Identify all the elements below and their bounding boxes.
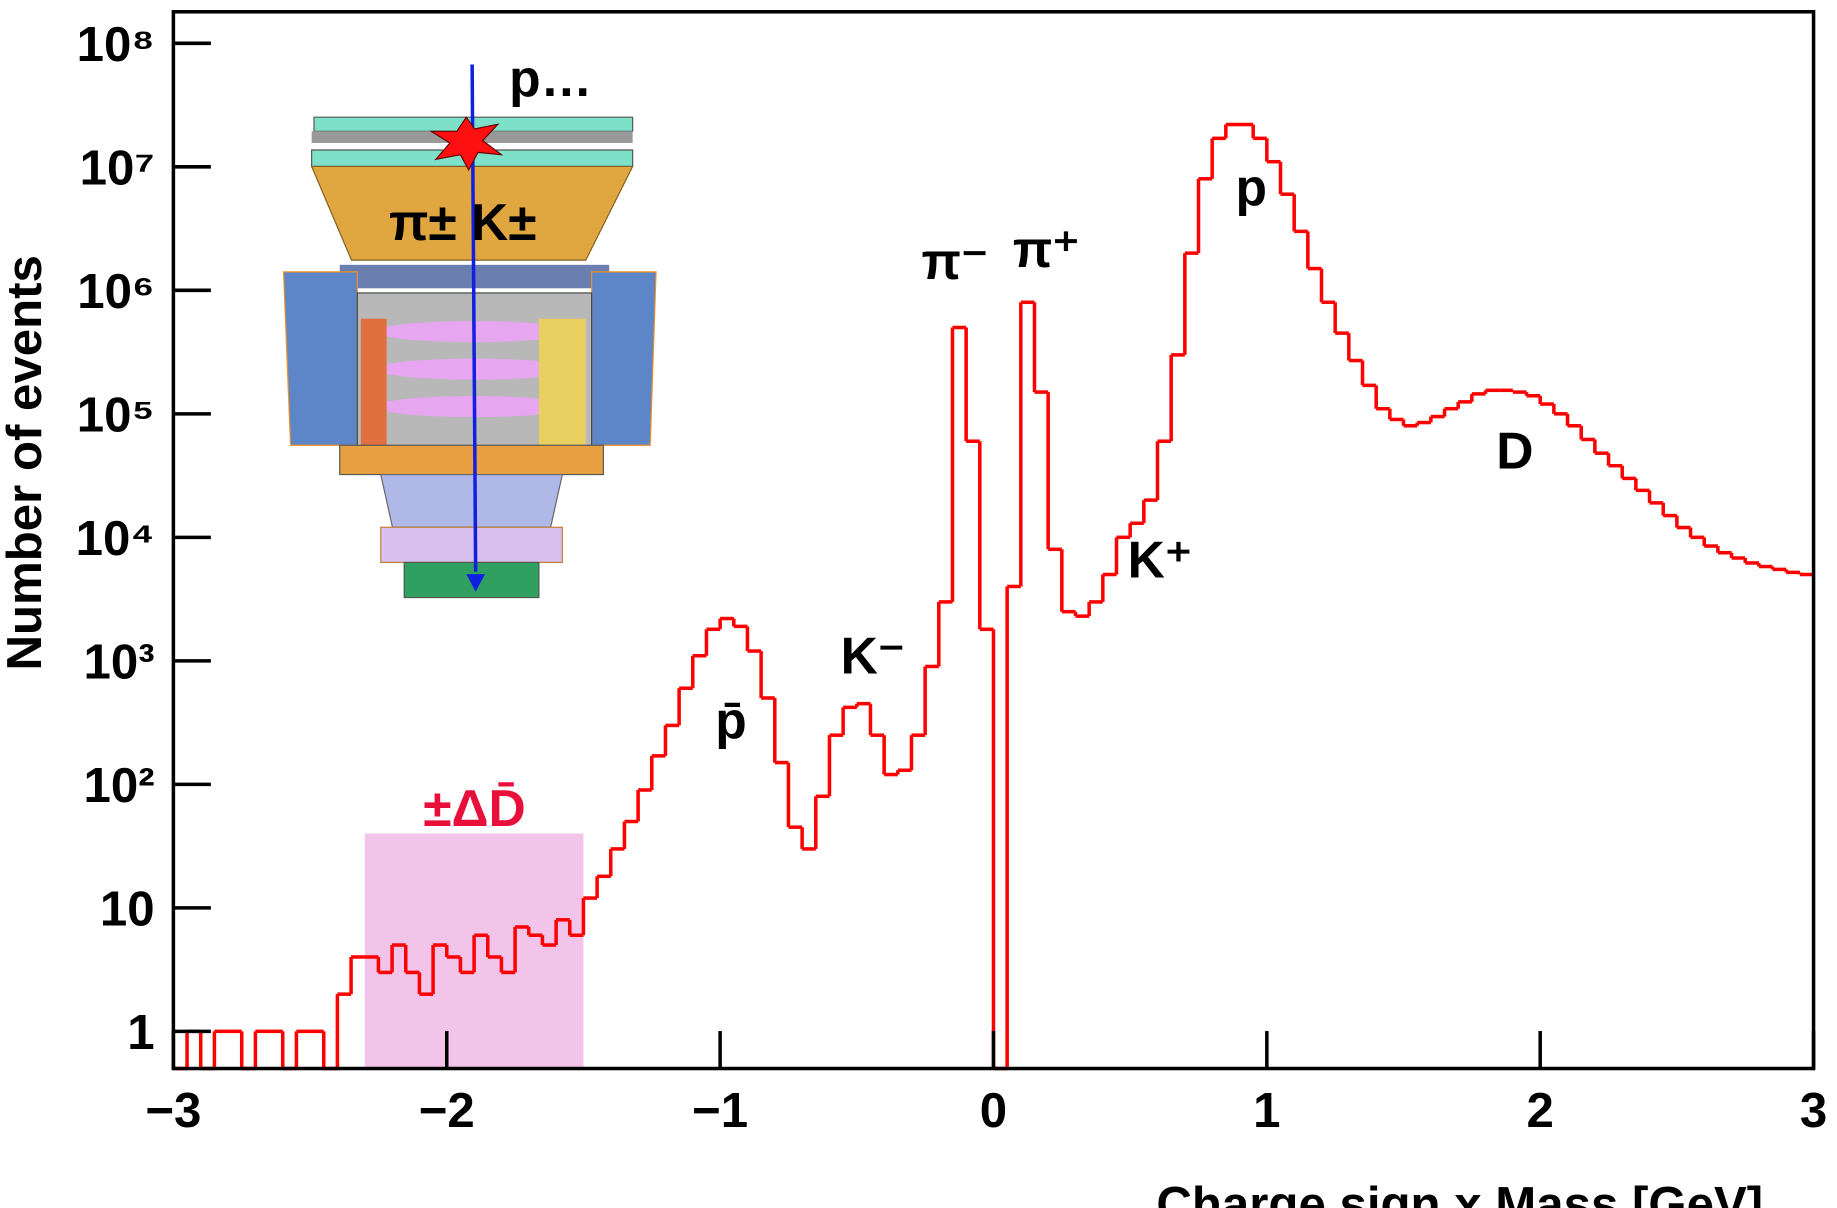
y-tick-label: 1	[127, 1005, 154, 1060]
detector-part	[339, 444, 604, 476]
y-tick-label: 10⁵	[77, 387, 155, 442]
detector-inset	[282, 64, 657, 599]
annotation: p̄	[715, 691, 746, 749]
arrow-head	[466, 574, 486, 592]
interaction-star	[429, 116, 504, 172]
y-tick-label: 10	[100, 881, 155, 936]
x-tick-label: 2	[1527, 1083, 1554, 1138]
region-label: ±ΔD̄	[423, 779, 526, 837]
annotation: K⁻	[841, 627, 905, 685]
x-tick-label: −3	[145, 1083, 201, 1138]
annotation: π⁻	[921, 232, 988, 290]
annotation: p…	[509, 49, 592, 107]
x-tick-label: −1	[692, 1083, 748, 1138]
y-tick-label: 10⁸	[77, 17, 155, 72]
detector-part	[538, 318, 586, 448]
y-tick-label: 10²	[84, 758, 155, 813]
detector-part	[380, 473, 564, 528]
x-axis-title: Charge sign x Mass [GeV]	[1156, 1177, 1763, 1208]
y-tick-label: 10⁴	[76, 511, 155, 566]
annotation: π⁺	[1013, 220, 1080, 278]
detector-part	[360, 318, 387, 448]
detector-part	[282, 271, 358, 446]
detector-part	[591, 271, 657, 446]
y-tick-label: 10³	[84, 634, 155, 689]
axes: 1 10 10² 10³ 10⁴ 10⁵ 10⁶ 10⁷ 10⁸ −3 −2 −1 0 1 2 3	[76, 17, 1828, 1138]
x-tick-label: 3	[1800, 1083, 1827, 1138]
y-tick-label: 10⁶	[77, 264, 154, 319]
y-tick-label: 10⁷	[80, 140, 155, 195]
annotation: π± K±	[389, 193, 537, 251]
x-tick-label: 1	[1253, 1083, 1280, 1138]
annotation: K⁺	[1128, 531, 1192, 589]
x-tick-label: 0	[980, 1083, 1007, 1138]
annotation: p	[1235, 158, 1266, 216]
plot-frame	[171, 10, 1816, 1071]
y-axis-title: Number of events	[0, 255, 52, 670]
histogram	[173, 122, 1814, 1071]
annotation: D	[1496, 422, 1533, 480]
x-tick-label: −2	[419, 1083, 475, 1138]
detector-part	[380, 526, 563, 563]
